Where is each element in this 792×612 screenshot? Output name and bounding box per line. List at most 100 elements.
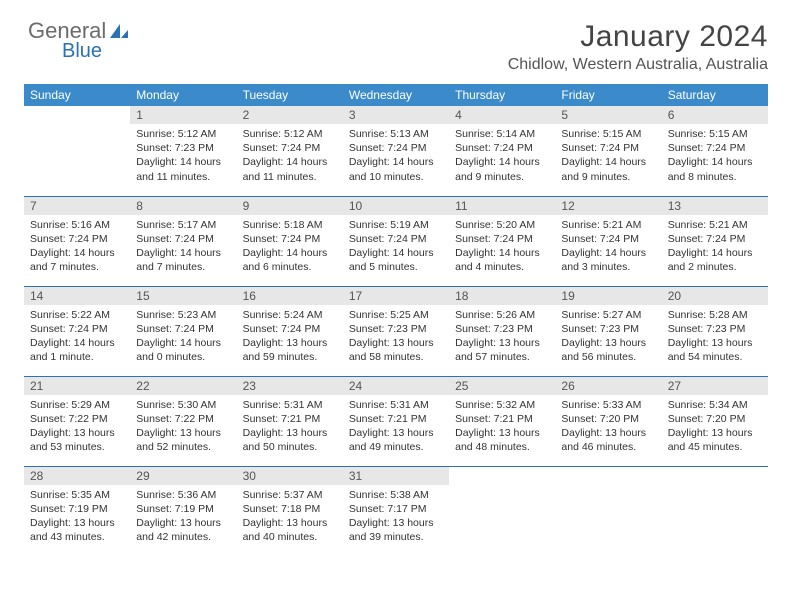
day-number: 23: [237, 377, 343, 395]
sunset-text: Sunset: 7:23 PM: [349, 322, 443, 336]
day-number: 26: [555, 377, 661, 395]
sunset-text: Sunset: 7:24 PM: [455, 232, 549, 246]
day-content: Sunrise: 5:20 AMSunset: 7:24 PMDaylight:…: [449, 215, 555, 278]
calendar-day-cell: 13Sunrise: 5:21 AMSunset: 7:24 PMDayligh…: [662, 196, 768, 286]
sunset-text: Sunset: 7:19 PM: [30, 502, 124, 516]
daylight-text: Daylight: 14 hours and 1 minute.: [30, 336, 124, 364]
logo-text-2: Blue: [62, 40, 102, 63]
daylight-text: Daylight: 14 hours and 5 minutes.: [349, 246, 443, 274]
daylight-text: Daylight: 14 hours and 11 minutes.: [136, 155, 230, 183]
day-number: 6: [662, 106, 768, 124]
day-number: 19: [555, 287, 661, 305]
sunrise-text: Sunrise: 5:22 AM: [30, 308, 124, 322]
sunrise-text: Sunrise: 5:24 AM: [243, 308, 337, 322]
sunset-text: Sunset: 7:24 PM: [349, 141, 443, 155]
header: January 2024 Chidlow, Western Australia,…: [24, 20, 768, 74]
daylight-text: Daylight: 13 hours and 46 minutes.: [561, 426, 655, 454]
sunset-text: Sunset: 7:18 PM: [243, 502, 337, 516]
daylight-text: Daylight: 14 hours and 8 minutes.: [668, 155, 762, 183]
daylight-text: Daylight: 13 hours and 59 minutes.: [243, 336, 337, 364]
calendar-week-row: .1Sunrise: 5:12 AMSunset: 7:23 PMDayligh…: [24, 106, 768, 196]
sunrise-text: Sunrise: 5:13 AM: [349, 127, 443, 141]
calendar-day-cell: 24Sunrise: 5:31 AMSunset: 7:21 PMDayligh…: [343, 376, 449, 466]
day-number: 4: [449, 106, 555, 124]
calendar-day-cell: 18Sunrise: 5:26 AMSunset: 7:23 PMDayligh…: [449, 286, 555, 376]
daylight-text: Daylight: 14 hours and 4 minutes.: [455, 246, 549, 274]
sunset-text: Sunset: 7:19 PM: [136, 502, 230, 516]
day-number: 20: [662, 287, 768, 305]
day-content: Sunrise: 5:35 AMSunset: 7:19 PMDaylight:…: [24, 485, 130, 548]
calendar-week-row: 7Sunrise: 5:16 AMSunset: 7:24 PMDaylight…: [24, 196, 768, 286]
sunset-text: Sunset: 7:23 PM: [561, 322, 655, 336]
sunset-text: Sunset: 7:20 PM: [561, 412, 655, 426]
weekday-header: Friday: [555, 84, 661, 106]
calendar-day-cell: 29Sunrise: 5:36 AMSunset: 7:19 PMDayligh…: [130, 466, 236, 556]
day-number: 17: [343, 287, 449, 305]
day-number: 13: [662, 197, 768, 215]
day-number: 1: [130, 106, 236, 124]
sunrise-text: Sunrise: 5:12 AM: [136, 127, 230, 141]
sunset-text: Sunset: 7:20 PM: [668, 412, 762, 426]
day-content: Sunrise: 5:25 AMSunset: 7:23 PMDaylight:…: [343, 305, 449, 368]
day-content: Sunrise: 5:15 AMSunset: 7:24 PMDaylight:…: [662, 124, 768, 187]
day-number: 9: [237, 197, 343, 215]
day-content: Sunrise: 5:14 AMSunset: 7:24 PMDaylight:…: [449, 124, 555, 187]
day-content: Sunrise: 5:18 AMSunset: 7:24 PMDaylight:…: [237, 215, 343, 278]
day-number: 30: [237, 467, 343, 485]
sunrise-text: Sunrise: 5:30 AM: [136, 398, 230, 412]
daylight-text: Daylight: 13 hours and 50 minutes.: [243, 426, 337, 454]
day-content: Sunrise: 5:36 AMSunset: 7:19 PMDaylight:…: [130, 485, 236, 548]
logo: General Blue: [28, 18, 130, 44]
day-number: 27: [662, 377, 768, 395]
sunset-text: Sunset: 7:23 PM: [455, 322, 549, 336]
sunrise-text: Sunrise: 5:31 AM: [243, 398, 337, 412]
sunrise-text: Sunrise: 5:36 AM: [136, 488, 230, 502]
sunset-text: Sunset: 7:24 PM: [668, 232, 762, 246]
daylight-text: Daylight: 13 hours and 52 minutes.: [136, 426, 230, 454]
day-number: 24: [343, 377, 449, 395]
sunset-text: Sunset: 7:24 PM: [30, 232, 124, 246]
sunrise-text: Sunrise: 5:34 AM: [668, 398, 762, 412]
calendar-day-cell: 8Sunrise: 5:17 AMSunset: 7:24 PMDaylight…: [130, 196, 236, 286]
weekday-header: Thursday: [449, 84, 555, 106]
day-number: 29: [130, 467, 236, 485]
sunrise-text: Sunrise: 5:18 AM: [243, 218, 337, 232]
sunset-text: Sunset: 7:22 PM: [136, 412, 230, 426]
day-content: Sunrise: 5:27 AMSunset: 7:23 PMDaylight:…: [555, 305, 661, 368]
sunrise-text: Sunrise: 5:20 AM: [455, 218, 549, 232]
day-content: Sunrise: 5:12 AMSunset: 7:23 PMDaylight:…: [130, 124, 236, 187]
day-content: Sunrise: 5:21 AMSunset: 7:24 PMDaylight:…: [662, 215, 768, 278]
daylight-text: Daylight: 14 hours and 3 minutes.: [561, 246, 655, 274]
daylight-text: Daylight: 14 hours and 10 minutes.: [349, 155, 443, 183]
calendar-day-cell: 23Sunrise: 5:31 AMSunset: 7:21 PMDayligh…: [237, 376, 343, 466]
weekday-header: Wednesday: [343, 84, 449, 106]
sunrise-text: Sunrise: 5:26 AM: [455, 308, 549, 322]
day-content: Sunrise: 5:26 AMSunset: 7:23 PMDaylight:…: [449, 305, 555, 368]
daylight-text: Daylight: 14 hours and 9 minutes.: [455, 155, 549, 183]
daylight-text: Daylight: 14 hours and 7 minutes.: [30, 246, 124, 274]
day-content: Sunrise: 5:19 AMSunset: 7:24 PMDaylight:…: [343, 215, 449, 278]
sunrise-text: Sunrise: 5:25 AM: [349, 308, 443, 322]
sunset-text: Sunset: 7:24 PM: [455, 141, 549, 155]
day-number: 2: [237, 106, 343, 124]
calendar-day-cell: 15Sunrise: 5:23 AMSunset: 7:24 PMDayligh…: [130, 286, 236, 376]
day-content: Sunrise: 5:16 AMSunset: 7:24 PMDaylight:…: [24, 215, 130, 278]
weekday-header-row: Sunday Monday Tuesday Wednesday Thursday…: [24, 84, 768, 106]
sunset-text: Sunset: 7:24 PM: [243, 322, 337, 336]
day-content: Sunrise: 5:23 AMSunset: 7:24 PMDaylight:…: [130, 305, 236, 368]
day-content: Sunrise: 5:21 AMSunset: 7:24 PMDaylight:…: [555, 215, 661, 278]
sunset-text: Sunset: 7:17 PM: [349, 502, 443, 516]
sunset-text: Sunset: 7:24 PM: [243, 232, 337, 246]
daylight-text: Daylight: 14 hours and 9 minutes.: [561, 155, 655, 183]
calendar-day-cell: 5Sunrise: 5:15 AMSunset: 7:24 PMDaylight…: [555, 106, 661, 196]
calendar-day-cell: 27Sunrise: 5:34 AMSunset: 7:20 PMDayligh…: [662, 376, 768, 466]
sunset-text: Sunset: 7:22 PM: [30, 412, 124, 426]
weekday-header: Sunday: [24, 84, 130, 106]
day-number: 10: [343, 197, 449, 215]
calendar-day-cell: 12Sunrise: 5:21 AMSunset: 7:24 PMDayligh…: [555, 196, 661, 286]
daylight-text: Daylight: 13 hours and 39 minutes.: [349, 516, 443, 544]
calendar-table: Sunday Monday Tuesday Wednesday Thursday…: [24, 84, 768, 556]
day-content: Sunrise: 5:31 AMSunset: 7:21 PMDaylight:…: [343, 395, 449, 458]
sunrise-text: Sunrise: 5:29 AM: [30, 398, 124, 412]
sunrise-text: Sunrise: 5:31 AM: [349, 398, 443, 412]
